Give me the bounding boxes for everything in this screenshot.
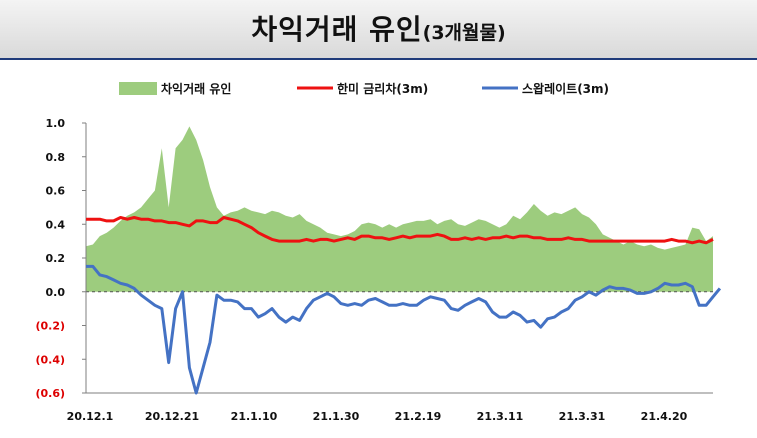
x-tick-label: 21.4.20 xyxy=(641,410,688,423)
page-title: 차익거래 유인(3개월물) xyxy=(0,8,757,48)
x-tick-label: 21.2.19 xyxy=(395,410,442,423)
plot-area: 1.0 0.8 0.6 0.4 0.2 0.0 (0.2) (0.4) (0.6)20.12.1… xyxy=(35,117,722,423)
y-tick-label: 0.0 xyxy=(46,286,66,299)
x-tick-label: 20.12.1 xyxy=(67,410,114,423)
y-tick-label: (0.2) xyxy=(35,320,65,333)
series-line-rate-diff xyxy=(86,216,714,245)
y-tick-label: 0.8 xyxy=(46,151,66,164)
y-tick-label: 0.2 xyxy=(46,252,66,265)
series-area-incentive xyxy=(86,126,713,292)
y-tick-label: (0.4) xyxy=(35,353,65,366)
x-tick-label: 21.1.30 xyxy=(313,410,360,423)
title-suffix: (3개월물) xyxy=(422,22,506,44)
y-tick-label: 0.4 xyxy=(46,218,66,231)
legend-label-area: 차익거래 유인 xyxy=(161,81,231,96)
series-line-swap-rate xyxy=(86,264,722,395)
legend-label-blue: 스왑레이트(3m) xyxy=(522,81,609,96)
legend-swatch-area xyxy=(119,82,157,95)
x-tick-label: 21.3.11 xyxy=(477,410,524,423)
title-bar xyxy=(0,0,757,58)
y-tick-label: 0.6 xyxy=(46,185,66,198)
title-main: 차익거래 유인 xyxy=(251,13,423,46)
title-rule xyxy=(0,58,757,60)
legend-label-red: 한미 금리차(3m) xyxy=(337,81,428,96)
x-tick-label: 20.12.21 xyxy=(145,410,199,423)
y-tick-label: (0.6) xyxy=(35,387,65,400)
x-tick-label: 21.1.10 xyxy=(231,410,278,423)
y-tick-label: 1.0 xyxy=(46,117,66,130)
x-tick-label: 21.3.31 xyxy=(559,410,606,423)
legend: 차익거래 유인 한미 금리차(3m) 스왑레이트(3m) xyxy=(119,81,609,96)
